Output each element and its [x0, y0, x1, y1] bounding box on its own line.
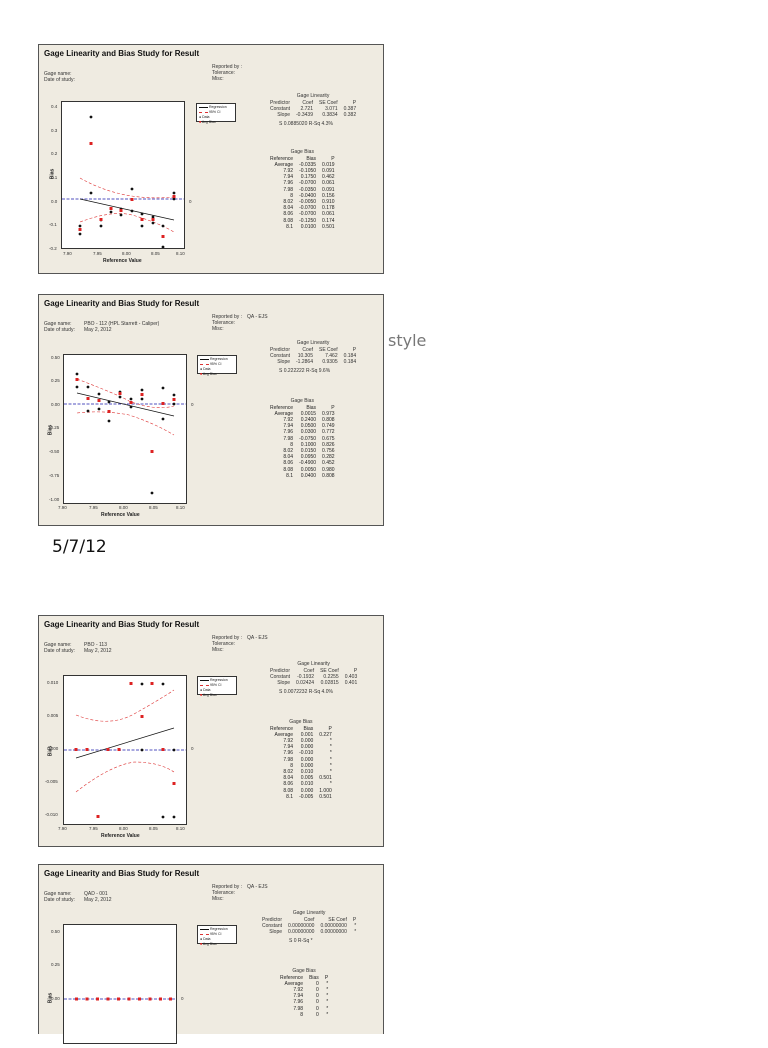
chart-legend: Regression 95% CI ● Data ■ Avg Bias: [197, 355, 237, 376]
gage-name-value: QAD - 001: [84, 891, 108, 897]
date-label: Date of study:: [44, 648, 75, 654]
date-label: Date of study:: [44, 327, 75, 333]
y-axis-label: Bias: [49, 168, 56, 180]
x-axis-label: Reference Value: [103, 258, 142, 264]
gage-study-panel-4: Gage Linearity and Bias Study for Result…: [38, 864, 384, 1044]
gage-bias-table: Gage Bias Reference Bias P Average 0 * 7.92 0…: [280, 968, 329, 1018]
y-axis-label: Bias: [47, 745, 54, 757]
gage-bias-table: Gage Bias Reference Bias P Average 0.001 0.2…: [270, 719, 332, 800]
bias-plot: [63, 675, 187, 825]
tolerance-label: Tolerance:: [212, 70, 236, 76]
panel-title: Gage Linearity and Bias Study for Result: [44, 299, 200, 308]
reported-by-value: QA - EJS: [247, 314, 268, 320]
gage-study-panel-3: Gage Linearity and Bias Study for Result…: [38, 615, 384, 847]
x-axis-label: Reference Value: [101, 512, 140, 518]
panel-title: Gage Linearity and Bias Study for Result: [44, 49, 200, 58]
misc-label: Misc:: [212, 326, 224, 332]
reported-by-label: Reported by :: [212, 314, 243, 320]
gage-name-label: Gage name:: [44, 321, 72, 327]
y-axis-label: Bias: [47, 992, 54, 1004]
scatter-chart: [62, 115, 184, 249]
reported-by-label: Reported by :: [212, 635, 243, 641]
gage-study-panel-1: Gage Linearity and Bias Study for Result…: [38, 44, 384, 274]
gage-name-value: PBO - 112 (HPL Starrett - Caliper): [84, 321, 160, 327]
chart-legend: Regression 95% CI ● Data ■ Avg Bias: [196, 103, 236, 124]
date-value: May 2, 2012: [84, 648, 112, 654]
gage-name-label: Gage name:: [44, 71, 72, 77]
date-value: May 2, 2012: [84, 897, 112, 903]
bias-plot: [63, 924, 177, 1044]
gage-linearity-table: Gage Linearity Predictor Coef SE Coef P Con…: [270, 340, 357, 375]
reported-by-value: QA - EJS: [247, 884, 268, 890]
tolerance-label: Tolerance:: [212, 890, 236, 896]
scatter-chart: [64, 682, 186, 819]
reported-by-value: QA - EJS: [247, 635, 268, 641]
date-label: Date of study:: [44, 897, 75, 903]
gage-name-value: PBO - 113: [84, 642, 107, 648]
reported-by-label: Reported by :: [212, 884, 243, 890]
misc-label: Misc:: [212, 896, 224, 902]
gage-name-label: Gage name:: [44, 891, 72, 897]
date-heading: 5/7/12: [52, 537, 107, 557]
chart-legend: Regression 95% CI ● Data ■ Avg Bias: [197, 676, 237, 697]
panel-title: Gage Linearity and Bias Study for Result: [44, 869, 200, 878]
date-label: Date of study:: [44, 77, 75, 83]
panel-title: Gage Linearity and Bias Study for Result: [44, 620, 200, 629]
scatter-chart: [64, 997, 176, 1001]
x-axis-label: Reference Value: [101, 833, 140, 839]
date-value: May 2, 2012: [84, 327, 112, 333]
scatter-chart: [64, 372, 186, 495]
gage-linearity-table: Gage Linearity Predictor Coef SE Coef P Con…: [262, 910, 357, 945]
gage-linearity-table: Gage Linearity Predictor Coef SE Coef P Con…: [270, 661, 358, 696]
y-axis-label: Bias: [47, 424, 54, 436]
bias-plot: [63, 354, 187, 504]
gage-bias-table: Gage Bias Reference Bias P Average -0.0335 0…: [270, 149, 335, 230]
misc-label: Misc:: [212, 76, 224, 82]
tolerance-label: Tolerance:: [212, 641, 236, 647]
chart-legend: Regression 95% CI ● Data ■ Avg Bias: [197, 925, 237, 946]
bias-plot: [61, 101, 185, 249]
reported-by-label: Reported by :: [212, 64, 243, 70]
gage-bias-table: Gage Bias Reference Bias P Average 0.0015 0.…: [270, 398, 335, 479]
tolerance-label: Tolerance:: [212, 320, 236, 326]
gage-study-panel-2: Gage Linearity and Bias Study for Result…: [38, 294, 384, 526]
misc-label: Misc:: [212, 647, 224, 653]
gage-linearity-table: Gage Linearity Predictor Coef SE Coef P Con…: [270, 93, 357, 128]
side-label: style: [388, 331, 427, 350]
gage-name-label: Gage name:: [44, 642, 72, 648]
